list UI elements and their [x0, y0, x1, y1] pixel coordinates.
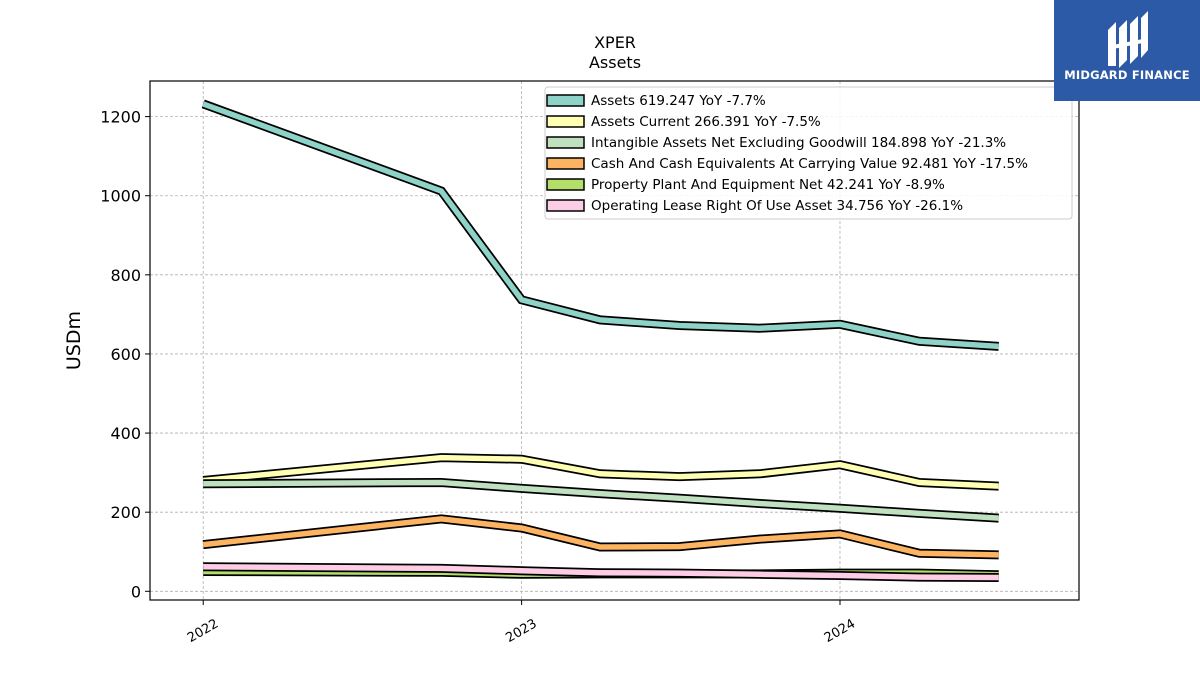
series-line [203, 477, 999, 523]
legend-label: Operating Lease Right Of Use Asset 34.75… [591, 198, 963, 214]
logo-mark-icon [1108, 11, 1148, 68]
legend-item: Cash And Cash Equivalents At Carrying Va… [546, 156, 1028, 172]
chart-subtitle: Assets [589, 53, 641, 72]
x-tick-label: 2024 [822, 616, 858, 646]
legend-swatch [546, 115, 585, 128]
series-line [202, 514, 999, 560]
legend-swatch [546, 94, 585, 107]
midgard-finance-logo: MIDGARD FINANCE [1054, 0, 1200, 101]
plot-frame [149, 80, 1080, 601]
series-line [201, 99, 999, 351]
y-axis: 0 200 400 600 800 1000 1200 [100, 108, 150, 601]
legend-label: Assets Current 266.391 YoY -7.5% [591, 114, 821, 130]
y-tick-label: 200 [110, 503, 141, 522]
series-line-fill [202, 454, 999, 489]
y-tick-label: 800 [110, 266, 141, 285]
x-tick-label: 2022 [185, 616, 221, 646]
series-line [203, 562, 999, 582]
x-tick-label: 2023 [503, 616, 539, 646]
series-line-fill [203, 479, 999, 521]
y-tick-label: 0 [131, 582, 141, 601]
legend-item: Operating Lease Right Of Use Asset 34.75… [546, 198, 963, 214]
legend-label: Property Plant And Equipment Net 42.241 … [591, 177, 945, 193]
y-axis-label: USDm [63, 311, 85, 370]
y-tick-label: 1200 [100, 108, 141, 127]
chart-title: XPER [594, 33, 636, 52]
legend-item: Property Plant And Equipment Net 42.241 … [546, 177, 945, 193]
legend: Assets 619.247 YoY -7.7% Assets Current 2… [544, 86, 1073, 220]
legend-label: Cash And Cash Equivalents At Carrying Va… [591, 156, 1028, 172]
series-line-fill [202, 516, 999, 558]
legend-swatch [546, 157, 585, 170]
legend-swatch [546, 178, 585, 191]
y-tick-label: 400 [110, 424, 141, 443]
series-line-fill [202, 101, 999, 350]
legend-item: Assets Current 266.391 YoY -7.5% [546, 114, 821, 130]
y-tick-label: 1000 [100, 187, 141, 206]
series-line-fill [203, 564, 999, 581]
legend-label: Assets 619.247 YoY -7.7% [591, 93, 766, 109]
x-axis: 2022 2023 2024 [185, 600, 858, 646]
legend-swatch [546, 199, 585, 212]
legend-swatch [546, 136, 585, 149]
logo-text: MIDGARD FINANCE [1064, 68, 1190, 82]
legend-box [544, 86, 1073, 220]
series-lines [201, 99, 999, 582]
series-line [202, 453, 999, 491]
legend-item: Intangible Assets Net Excluding Goodwill… [546, 135, 1006, 151]
y-tick-label: 600 [110, 345, 141, 364]
legend-label: Intangible Assets Net Excluding Goodwill… [591, 135, 1006, 151]
legend-item: Assets 619.247 YoY -7.7% [546, 93, 766, 109]
